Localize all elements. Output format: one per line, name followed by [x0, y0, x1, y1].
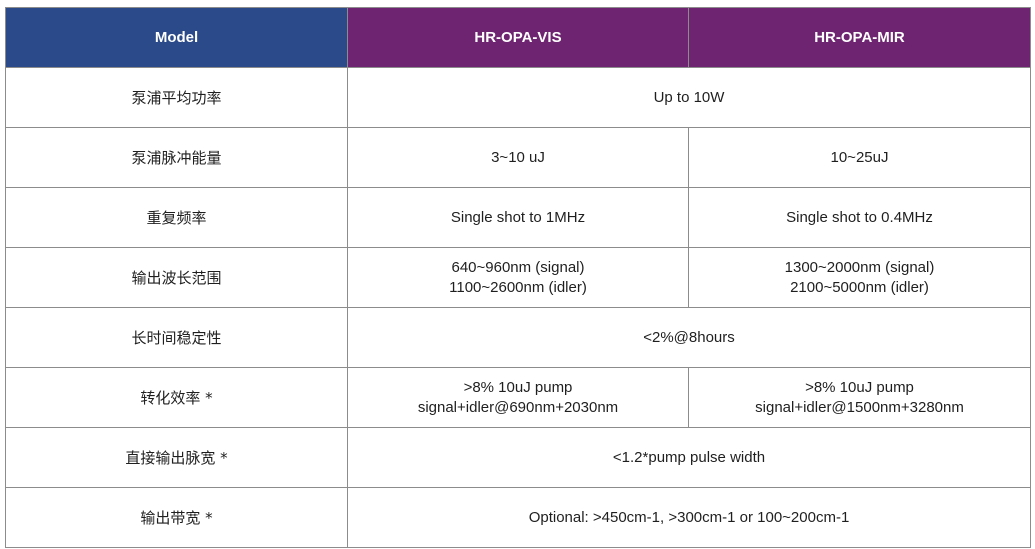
vis-value: 3~10 uJ — [347, 127, 689, 188]
row-label: 长时间稳定性 — [5, 307, 348, 368]
mir-value-line2: 2100~5000nm (idler) — [790, 278, 929, 296]
row-label: 输出波长范围 — [5, 247, 348, 308]
spec-table: Model HR-OPA-VIS HR-OPA-MIR 泵浦平均功率 Up to… — [5, 7, 1031, 548]
header-hr-opa-vis: HR-OPA-VIS — [347, 7, 689, 68]
vis-value-line1: 640~960nm (signal) — [451, 258, 585, 276]
row-label: 直接输出脉宽 * — [5, 427, 348, 488]
table-row: 直接输出脉宽 * <1.2*pump pulse width — [5, 427, 1031, 488]
row-label: 重复频率 — [5, 187, 348, 248]
table-row: 泵浦脉冲能量 3~10 uJ 10~25uJ — [5, 127, 1031, 188]
row-label: 泵浦脉冲能量 — [5, 127, 348, 188]
table-row: 输出带宽 * Optional: >450cm-1, >300cm-1 or 1… — [5, 487, 1031, 548]
table-row: 重复频率 Single shot to 1MHz Single shot to … — [5, 187, 1031, 248]
mir-value-line1: >8% 10uJ pump — [805, 378, 914, 396]
row-label: 转化效率 * — [5, 367, 348, 428]
vis-value-line2: 1100~2600nm (idler) — [449, 278, 587, 296]
shared-value: <2%@8hours — [347, 307, 1031, 368]
vis-value: Single shot to 1MHz — [347, 187, 689, 248]
table-row: 长时间稳定性 <2%@8hours — [5, 307, 1031, 368]
mir-value-line2: signal+idler@1500nm+3280nm — [755, 398, 964, 416]
row-label: 泵浦平均功率 — [5, 67, 348, 128]
mir-value-line1: 1300~2000nm (signal) — [784, 258, 935, 276]
row-label: 输出带宽 * — [5, 487, 348, 548]
header-hr-opa-mir: HR-OPA-MIR — [688, 7, 1031, 68]
mir-value: 10~25uJ — [688, 127, 1031, 188]
table-row: 泵浦平均功率 Up to 10W — [5, 67, 1031, 128]
vis-value: 640~960nm (signal) 1100~2600nm (idler) — [347, 247, 689, 308]
table-row: 输出波长范围 640~960nm (signal) 1100~2600nm (i… — [5, 247, 1031, 308]
shared-value: <1.2*pump pulse width — [347, 427, 1031, 488]
vis-value-line2: signal+idler@690nm+2030nm — [417, 398, 619, 416]
shared-value: Optional: >450cm-1, >300cm-1 or 100~200c… — [347, 487, 1031, 548]
shared-value: Up to 10W — [347, 67, 1031, 128]
header-row: Model HR-OPA-VIS HR-OPA-MIR — [5, 7, 1031, 68]
mir-value: 1300~2000nm (signal) 2100~5000nm (idler) — [688, 247, 1031, 308]
table-row: 转化效率 * >8% 10uJ pump signal+idler@690nm+… — [5, 367, 1031, 428]
vis-value: >8% 10uJ pump signal+idler@690nm+2030nm — [347, 367, 689, 428]
header-model: Model — [5, 7, 348, 68]
vis-value-line1: >8% 10uJ pump — [463, 378, 573, 396]
mir-value: Single shot to 0.4MHz — [688, 187, 1031, 248]
mir-value: >8% 10uJ pump signal+idler@1500nm+3280nm — [688, 367, 1031, 428]
